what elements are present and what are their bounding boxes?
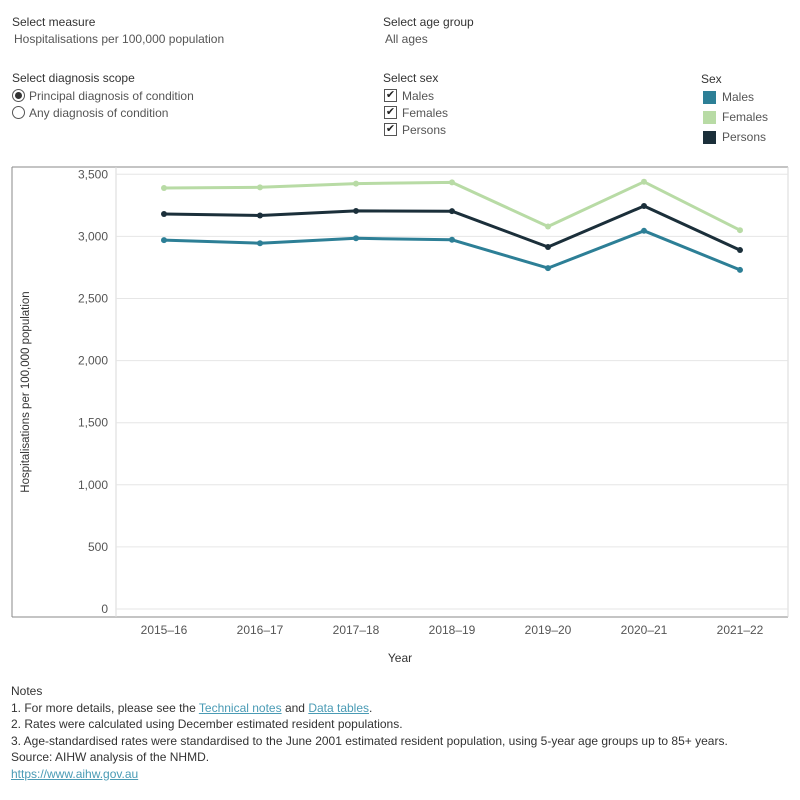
y-tick-label: 2,500 — [78, 292, 108, 306]
checkbox-males[interactable]: ✔ Males — [384, 87, 448, 104]
radio-unselected-icon[interactable] — [12, 106, 25, 119]
note-2: 2. Rates were calculated using December … — [11, 717, 403, 731]
data-point-females[interactable] — [737, 227, 743, 234]
x-axis-label: Year — [388, 651, 412, 665]
x-tick-label: 2016–17 — [237, 623, 284, 637]
x-tick-label: 2020–21 — [621, 623, 668, 637]
radio-principal-label: Principal diagnosis of condition — [29, 88, 194, 103]
checkbox-females-label: Females — [402, 105, 449, 120]
checkbox-persons-label: Persons — [402, 122, 447, 137]
data-point-persons[interactable] — [161, 211, 167, 218]
data-point-persons[interactable] — [449, 208, 455, 215]
data-point-males[interactable] — [161, 237, 167, 244]
legend-item-persons[interactable]: Persons — [703, 127, 768, 147]
age-group-select[interactable]: All ages — [385, 32, 428, 46]
note-1-prefix: 1. For more details, please see the — [11, 700, 199, 715]
notes-section: Notes 1. For more details, please see th… — [11, 683, 728, 782]
data-point-males[interactable] — [449, 236, 455, 243]
data-point-females[interactable] — [353, 180, 359, 187]
data-point-females[interactable] — [449, 179, 455, 186]
aihw-website-link[interactable]: https://www.aihw.gov.au — [11, 766, 139, 781]
y-tick-label: 3,000 — [78, 229, 108, 243]
x-tick-label: 2021–22 — [717, 623, 764, 637]
data-point-males[interactable] — [257, 240, 263, 247]
checkbox-persons[interactable]: ✔ Persons — [384, 121, 448, 138]
legend-label-persons: Persons — [722, 130, 767, 144]
data-point-females[interactable] — [641, 178, 647, 185]
diagnosis-scope-group: Principal diagnosis of condition Any dia… — [12, 87, 194, 121]
series-lines — [163, 180, 741, 272]
data-point-persons[interactable] — [545, 243, 551, 250]
checkmark-icon[interactable]: ✔ — [384, 89, 397, 102]
data-point-persons[interactable] — [353, 207, 359, 214]
data-point-persons[interactable] — [737, 247, 743, 254]
legend-item-females[interactable]: Females — [703, 107, 768, 127]
y-tick-label: 0 — [101, 602, 108, 616]
data-point-females[interactable] — [545, 223, 551, 230]
note-1-suffix: . — [369, 700, 373, 715]
data-point-persons[interactable] — [257, 212, 263, 219]
legend-item-males[interactable]: Males — [703, 87, 768, 107]
measure-label: Select measure — [12, 15, 96, 29]
line-chart: 0 500 1,000 1,500 2,000 2,500 3,000 3,500 2015–… — [11, 166, 789, 665]
x-tick-label: 2015–16 — [141, 623, 188, 637]
x-tick-label: 2019–20 — [525, 623, 572, 637]
y-tick-label: 3,500 — [78, 167, 108, 181]
data-point-males[interactable] — [545, 265, 551, 272]
gridlines — [116, 173, 788, 610]
x-tick-label: 2018–19 — [429, 623, 476, 637]
data-point-males[interactable] — [737, 266, 743, 273]
y-axis-label: Hospitalisations per 100,000 population — [20, 291, 32, 492]
checkmark-icon[interactable]: ✔ — [384, 123, 397, 136]
radio-principal-diagnosis[interactable]: Principal diagnosis of condition — [12, 87, 194, 104]
legend-swatch-females — [703, 110, 716, 124]
y-tick-labels: 0 500 1,000 1,500 2,000 2,500 3,000 3,500 — [78, 167, 108, 616]
age-group-label: Select age group — [383, 15, 474, 29]
y-tick-label: 2,000 — [78, 354, 108, 368]
source-note: Source: AIHW analysis of the NHMD. — [11, 750, 210, 764]
notes-heading: Notes — [11, 684, 43, 698]
checkbox-females[interactable]: ✔ Females — [384, 104, 448, 121]
series-points — [161, 178, 743, 273]
data-tables-link[interactable]: Data tables — [308, 700, 370, 715]
checkbox-males-label: Males — [402, 88, 435, 103]
radio-any-label: Any diagnosis of condition — [29, 105, 169, 120]
legend-label-males: Males — [722, 90, 755, 104]
y-tick-label: 500 — [88, 540, 108, 554]
diagnosis-scope-label: Select diagnosis scope — [12, 71, 135, 85]
data-point-males[interactable] — [641, 227, 647, 234]
data-point-females[interactable] — [161, 184, 167, 191]
checkmark-icon[interactable]: ✔ — [384, 106, 397, 119]
x-tick-label: 2017–18 — [333, 623, 380, 637]
x-tick-labels: 2015–16 2016–17 2017–18 2018–19 2019–20 2020–… — [141, 623, 764, 637]
technical-notes-link[interactable]: Technical notes — [198, 700, 282, 715]
y-tick-label: 1,500 — [78, 416, 108, 430]
note-1-mid: and — [281, 700, 309, 715]
legend-swatch-persons — [703, 130, 716, 144]
data-point-females[interactable] — [257, 184, 263, 191]
legend-swatch-males — [703, 90, 716, 104]
measure-select[interactable]: Hospitalisations per 100,000 population — [14, 32, 225, 46]
radio-any-diagnosis[interactable]: Any diagnosis of condition — [12, 104, 194, 121]
legend-title: Sex — [701, 72, 722, 86]
series-line-females[interactable] — [163, 180, 741, 232]
legend: Males Females Persons — [703, 87, 768, 147]
data-point-males[interactable] — [353, 235, 359, 242]
radio-selected-icon[interactable] — [12, 89, 25, 102]
sex-filter-group: ✔ Males ✔ Females ✔ Persons — [384, 87, 448, 138]
note-1: 1. For more details, please see the Tech… — [11, 700, 728, 717]
y-tick-label: 1,000 — [78, 478, 108, 492]
data-point-persons[interactable] — [641, 202, 647, 209]
legend-label-females: Females — [722, 110, 769, 124]
sex-filter-label: Select sex — [383, 71, 439, 85]
note-3: 3. Age-standardised rates were standardi… — [11, 733, 728, 748]
